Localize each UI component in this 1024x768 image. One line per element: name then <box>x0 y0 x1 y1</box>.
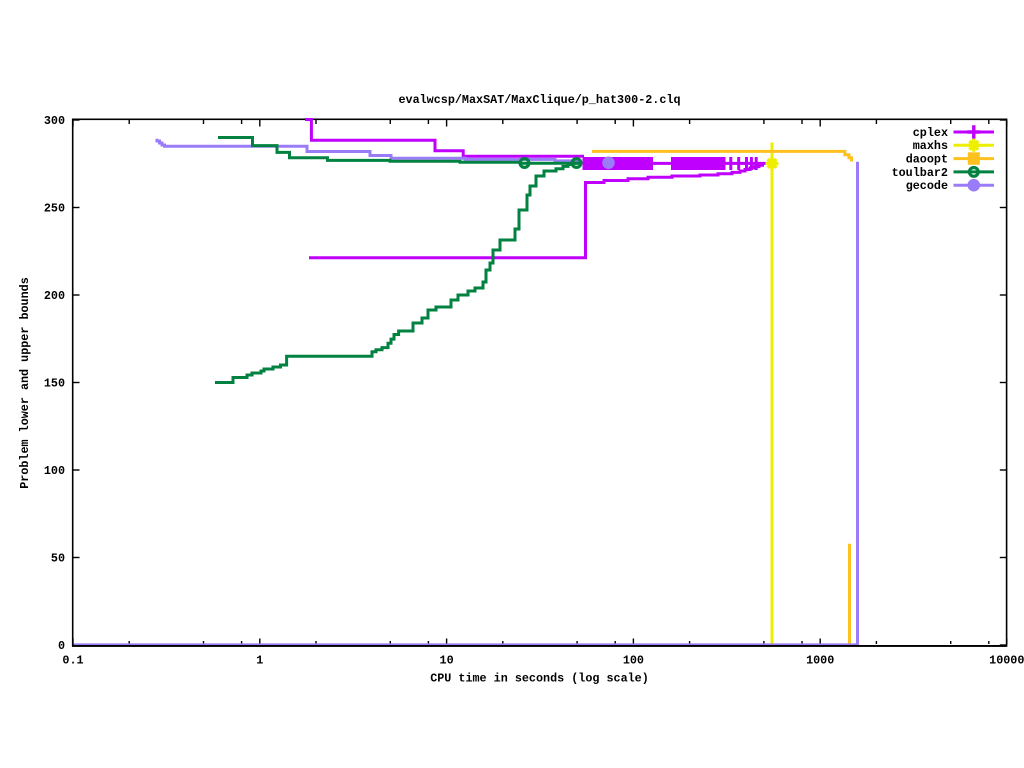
svg-text:250: 250 <box>44 201 65 215</box>
svg-text:300: 300 <box>44 114 65 128</box>
svg-text:150: 150 <box>44 376 65 390</box>
svg-text:evalwcsp/MaxSAT/MaxClique/p_ha: evalwcsp/MaxSAT/MaxClique/p_hat300-2.clq <box>398 93 680 107</box>
svg-text:cplex: cplex <box>913 126 948 140</box>
svg-text:toulbar2: toulbar2 <box>892 166 948 180</box>
svg-text:0: 0 <box>58 639 65 653</box>
svg-text:Problem lower and upper bounds: Problem lower and upper bounds <box>18 277 32 489</box>
svg-text:50: 50 <box>51 551 65 565</box>
svg-text:daoopt: daoopt <box>906 153 948 167</box>
svg-text:0.1: 0.1 <box>62 653 83 667</box>
svg-text:200: 200 <box>44 289 65 303</box>
svg-text:1: 1 <box>256 653 263 667</box>
svg-text:10: 10 <box>440 653 454 667</box>
svg-text:CPU time in seconds (log scale: CPU time in seconds (log scale) <box>430 671 649 685</box>
svg-text:gecode: gecode <box>906 179 948 193</box>
svg-text:maxhs: maxhs <box>913 139 948 153</box>
svg-text:10000: 10000 <box>989 653 1024 667</box>
svg-text:1000: 1000 <box>806 653 834 667</box>
svg-text:100: 100 <box>623 653 644 667</box>
svg-text:100: 100 <box>44 464 65 478</box>
